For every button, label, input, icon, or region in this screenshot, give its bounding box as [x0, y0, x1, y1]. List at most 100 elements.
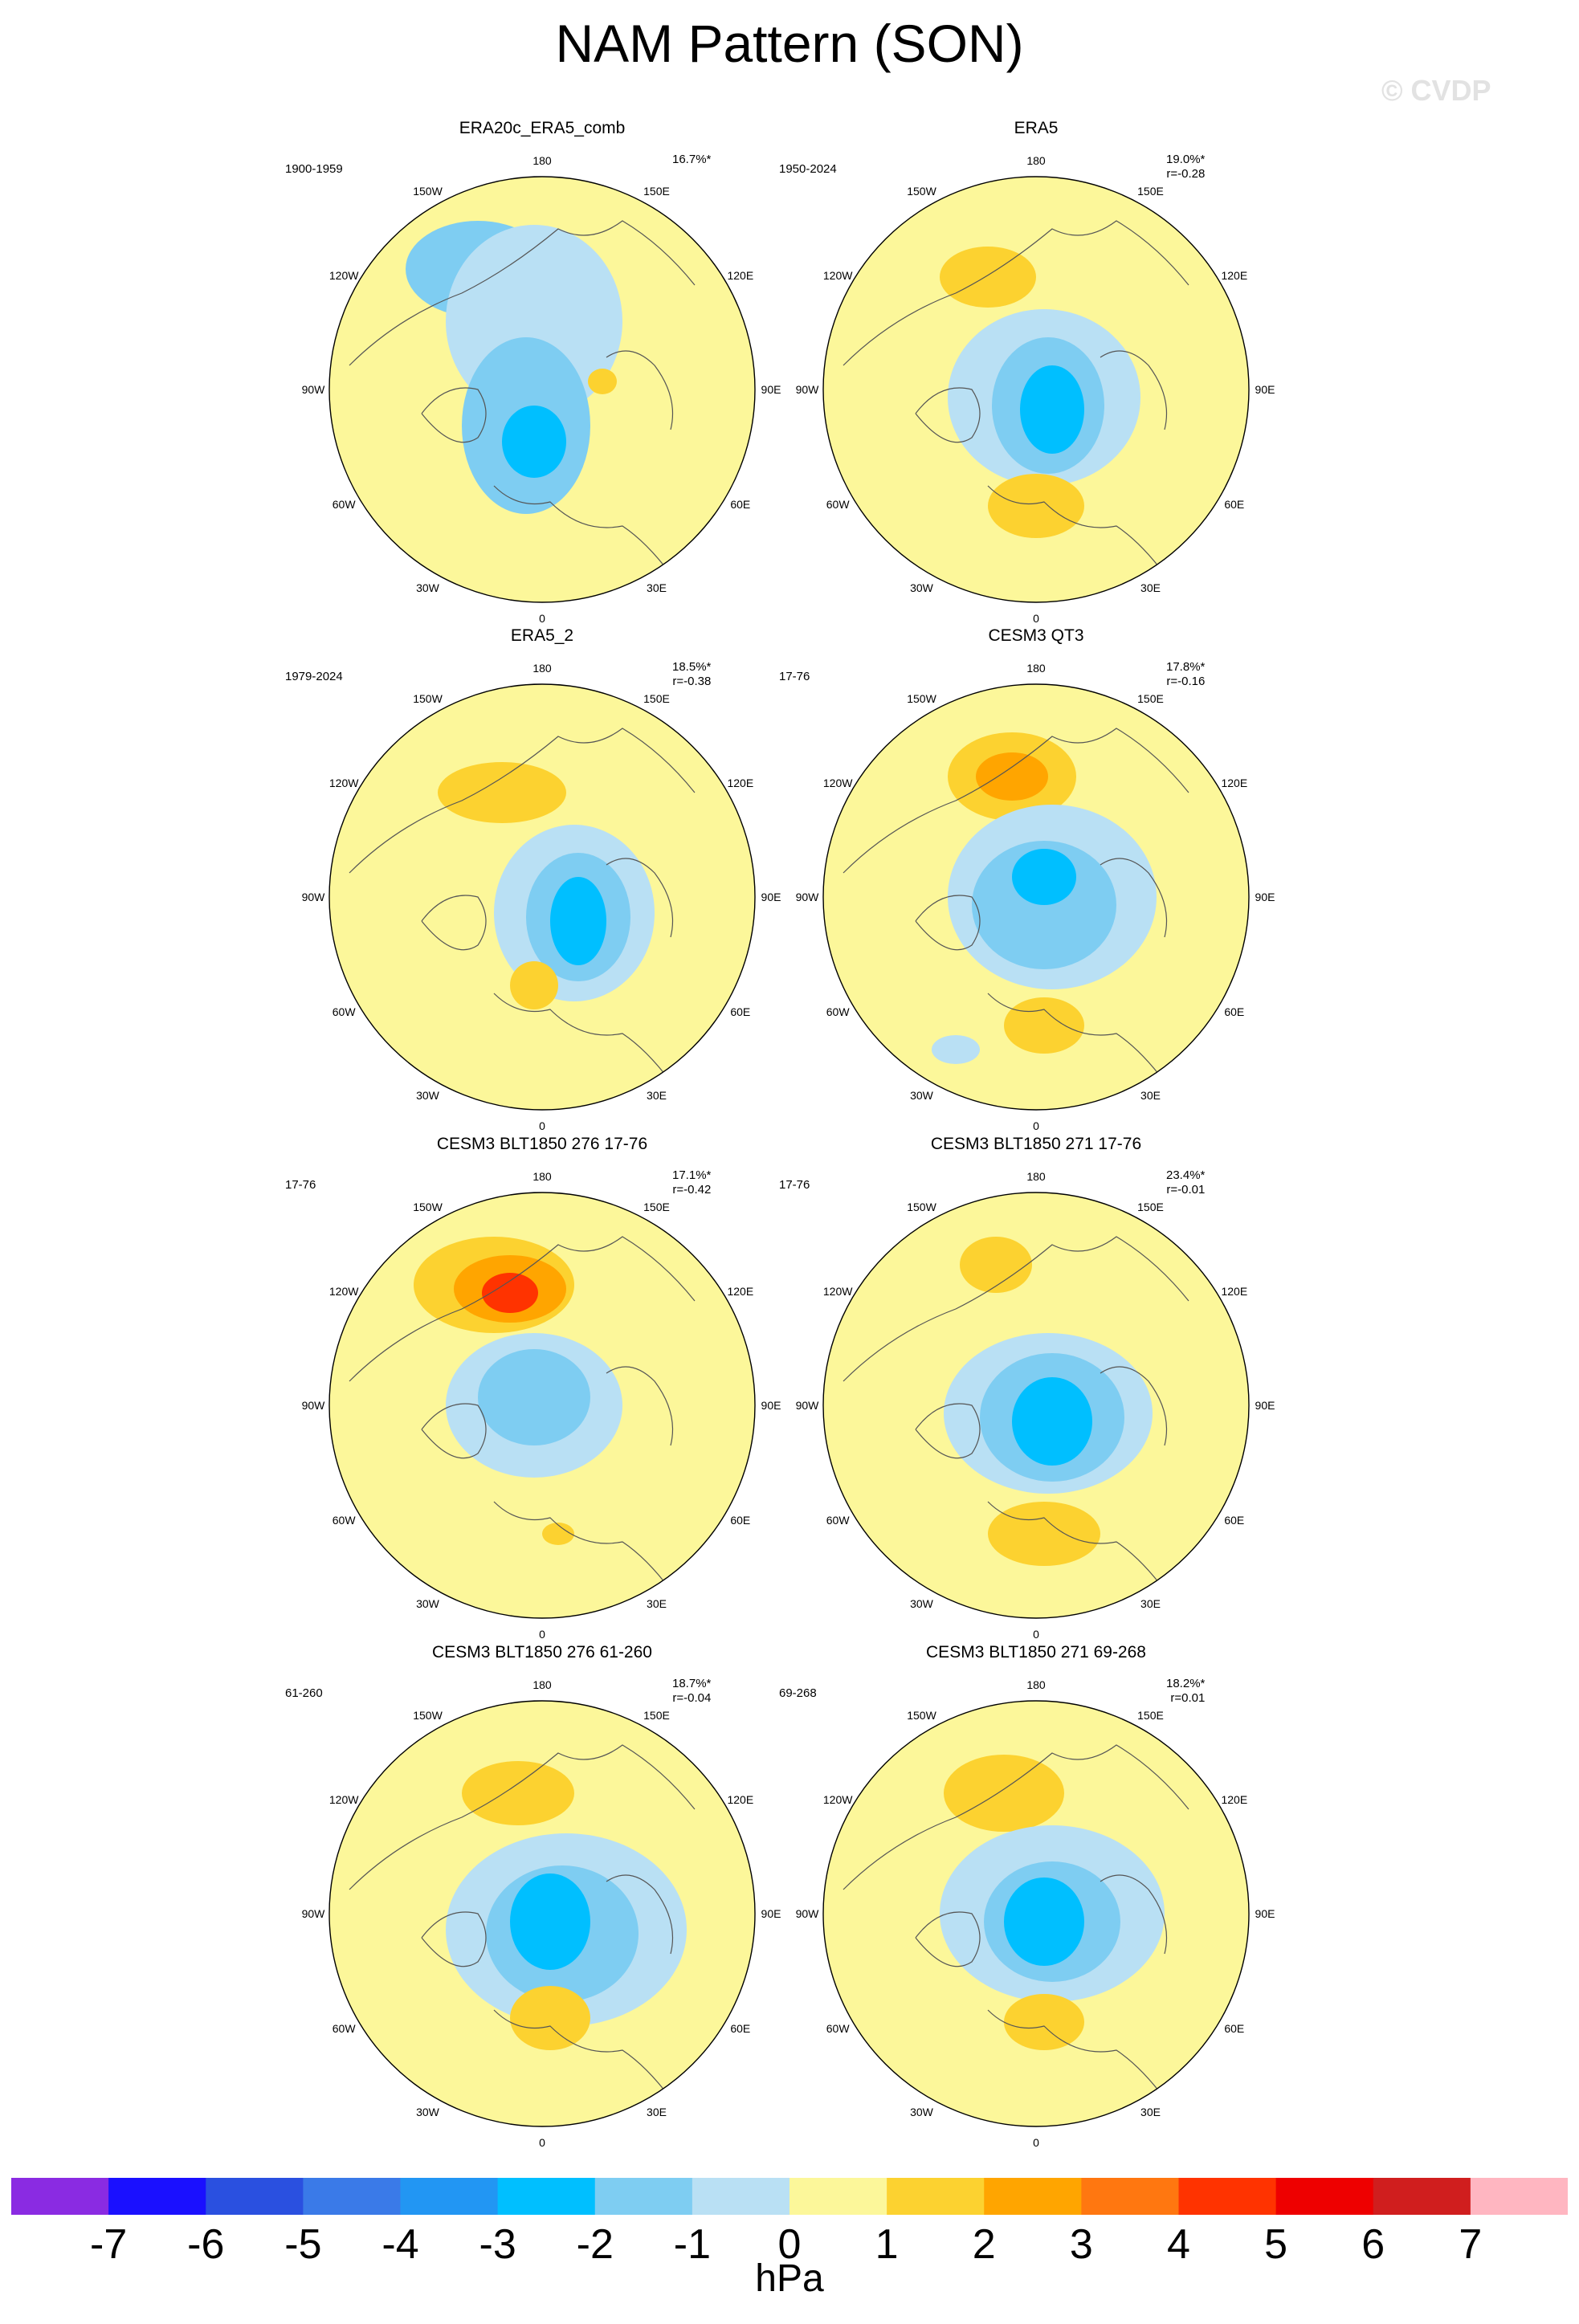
anomaly-contour	[976, 752, 1048, 801]
longitude-label: 60W	[332, 2021, 356, 2035]
longitude-label: 150E	[643, 185, 670, 198]
longitude-label: 120E	[727, 1284, 754, 1298]
longitude-label: 150W	[907, 692, 936, 706]
anomaly-contour	[1004, 1878, 1084, 1966]
panel-stats: 23.4%* r=-0.01	[1166, 1168, 1205, 1197]
colorbar-swatch	[400, 2178, 499, 2215]
longitude-label: 30W	[416, 1088, 439, 1102]
anomaly-contour	[1020, 365, 1084, 454]
longitude-label: 90W	[301, 891, 325, 903]
pattern-correlation: r=-0.16	[1166, 675, 1206, 688]
anomaly-contour	[502, 406, 566, 478]
anomaly-contour	[588, 369, 617, 394]
longitude-label: 180	[1026, 662, 1046, 675]
anomaly-contour	[510, 1873, 590, 1970]
colorbar-tick: -2	[576, 2221, 614, 2268]
period-label: 17-76	[779, 1178, 810, 1192]
longitude-label: 90W	[301, 383, 325, 396]
map-panel: CESM3 BLT1850 271 17-76 17-76 23.4%* r=-0.0…	[755, 1135, 1317, 1641]
longitude-label: 0	[539, 2136, 545, 2149]
anomaly-contour	[940, 247, 1036, 308]
colorbar-swatch	[984, 2178, 1082, 2215]
coastline	[349, 1236, 696, 1591]
cvdp-watermark: © CVDP	[1381, 74, 1491, 107]
anomaly-contour	[438, 762, 566, 823]
map-panel: CESM3 BLT1850 276 17-76 17-76 17.1%* r=-0.4…	[261, 1135, 823, 1641]
period-label: 17-76	[779, 670, 810, 683]
longitude-label: 180	[532, 1678, 552, 1691]
variance-explained: 18.5%*	[672, 660, 712, 674]
panel-title: ERA20c_ERA5_comb	[459, 119, 626, 137]
longitude-label: 30E	[647, 1088, 667, 1102]
anomaly-contour	[944, 1755, 1064, 1832]
colorbar-swatch	[1081, 2178, 1179, 2215]
colorbar-tick: 0	[777, 2221, 802, 2268]
period-label: 69-268	[779, 1686, 817, 1700]
longitude-label: 120W	[822, 1792, 853, 1806]
coastline	[843, 1744, 1189, 2099]
longitude-label: 150E	[1137, 692, 1164, 706]
anomaly-contour	[988, 474, 1084, 538]
colorbar	[11, 2178, 1568, 2215]
anomaly-contour	[482, 1273, 538, 1313]
colorbar-swatch	[790, 2178, 887, 2215]
polar-map	[822, 1192, 1250, 1619]
panel-stats: 16.7%*	[672, 153, 711, 167]
longitude-label: 30W	[910, 1596, 933, 1610]
polar-map	[822, 683, 1250, 1111]
longitude-label: 150W	[907, 1709, 936, 1723]
colorbar-tick: 3	[1069, 2221, 1093, 2268]
variance-explained: 18.2%*	[1166, 1677, 1206, 1690]
longitude-label: 150E	[1137, 1709, 1164, 1723]
colorbar-swatch	[887, 2178, 985, 2215]
period-label: 17-76	[285, 1178, 316, 1192]
panel-stats: 18.7%* r=-0.04	[672, 1677, 711, 1706]
longitude-label: 30W	[416, 1596, 439, 1610]
longitude-label: 120W	[822, 268, 853, 282]
map-border	[328, 1700, 756, 2127]
panel-title: ERA5_2	[510, 626, 574, 645]
pattern-correlation: r=-0.38	[672, 675, 712, 688]
longitude-label: 60W	[826, 497, 850, 511]
polar-map	[328, 683, 756, 1111]
variance-explained: 17.1%*	[672, 1168, 712, 1182]
longitude-label: 30W	[910, 2105, 933, 2118]
longitude-label: 120E	[1221, 1284, 1248, 1298]
longitude-label: 30E	[647, 581, 667, 594]
longitude-label: 120W	[328, 268, 359, 282]
map-border	[328, 176, 756, 603]
longitude-label: 90E	[1255, 383, 1275, 396]
pattern-correlation: r=-0.01	[1166, 1183, 1206, 1197]
longitude-label: 60E	[730, 497, 751, 511]
map-panel: CESM3 BLT1850 271 69-268 69-268 18.2%* r=0.…	[755, 1643, 1317, 2149]
colorbar-swatch	[692, 2178, 790, 2215]
longitude-label: 60E	[1224, 1005, 1245, 1018]
longitude-label: 90E	[761, 383, 781, 396]
colorbar-tick: -4	[381, 2221, 419, 2268]
variance-explained: 18.7%*	[672, 1677, 712, 1690]
longitude-label: 120E	[727, 776, 754, 789]
anomaly-contour	[1012, 849, 1076, 905]
longitude-label: 0	[1033, 1119, 1039, 1132]
anomaly-contour	[550, 877, 606, 965]
longitude-label: 60E	[730, 1513, 751, 1527]
longitude-label: 90E	[1255, 1907, 1275, 1920]
longitude-label: 90W	[301, 1399, 325, 1412]
colorbar-unit-label: hPa	[755, 2257, 824, 2300]
longitude-label: 150E	[1137, 1201, 1164, 1214]
colorbar-swatch	[206, 2178, 304, 2215]
longitude-label: 180	[532, 154, 552, 167]
period-label: 1979-2024	[285, 670, 343, 683]
panel-stats: 17.1%* r=-0.42	[672, 1168, 711, 1197]
longitude-label: 150W	[907, 1201, 936, 1214]
longitude-label: 60W	[826, 1513, 850, 1527]
map-border	[328, 1192, 756, 1619]
map-panel: CESM3 QT3 17-76 17.8%* r=-0.16 180 150E 120E 90…	[755, 626, 1317, 1132]
coastline	[843, 1236, 1189, 1591]
longitude-label: 0	[539, 1628, 545, 1641]
anomaly-contour	[542, 1523, 574, 1545]
longitude-label: 30E	[647, 2105, 667, 2118]
colorbar-swatch	[303, 2178, 401, 2215]
colorbar-swatch	[108, 2178, 206, 2215]
longitude-label: 150E	[643, 1201, 670, 1214]
